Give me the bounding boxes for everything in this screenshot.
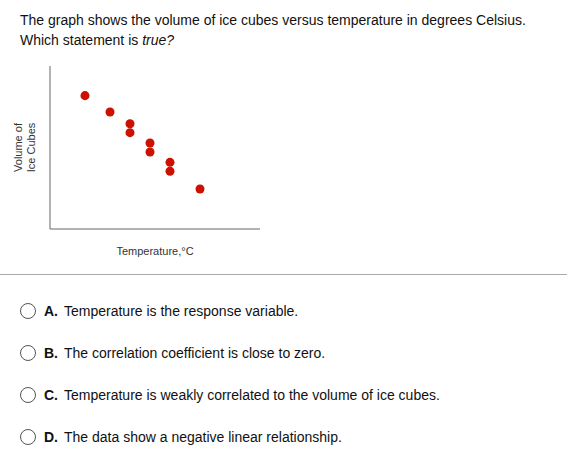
html-text:B.: B.: [44, 345, 58, 361]
svg-text:Volume ofIce Cubes: Volume ofIce Cubes: [12, 122, 37, 172]
html-text:D.: D.: [44, 429, 58, 445]
html-text:Temperature is weakly correlat: Temperature is weakly correlated to the …: [64, 387, 440, 403]
html-text:Temperature is the response va: Temperature is the response variable.: [64, 303, 299, 319]
html-text:The graph shows the volume of: The graph shows the volume of ice cubes …: [20, 12, 526, 48]
html-text:The correlation coefficient is: The correlation coefficient is close to …: [64, 345, 326, 361]
html-text:C.: C.: [44, 387, 58, 403]
svg-text:Temperature,°C: Temperature,°C: [116, 245, 193, 257]
html-text:A.: A.: [44, 303, 58, 319]
html-text:The data show a negative linea: The data show a negative linear relation…: [64, 429, 342, 445]
